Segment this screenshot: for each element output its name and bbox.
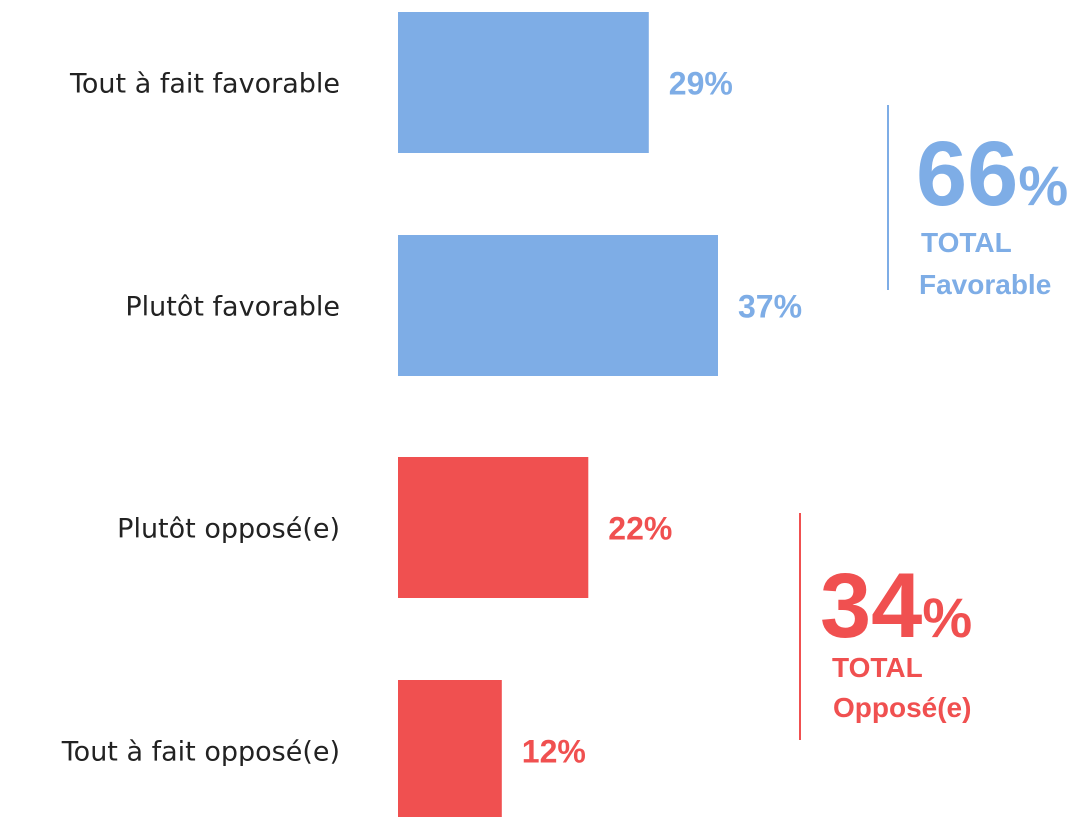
category-label-1: Tout à fait favorable [69,69,340,100]
value-label-1: 29% [669,66,733,102]
total-favorable-line2: Favorable [919,269,1051,300]
bar-3 [398,457,589,598]
bar-2 [398,235,718,376]
value-label-2: 37% [738,289,802,325]
bars [398,12,718,817]
value-label-4: 12% [522,734,586,770]
category-label-4: Tout à fait opposé(e) [61,737,340,768]
total-oppose-line1: TOTAL [832,652,923,683]
value-labels: 29% 37% 22% 12% [522,66,802,770]
category-label-2: Plutôt favorable [125,292,340,323]
total-oppose-value: 34% [820,555,972,657]
total-oppose: 34% TOTAL Opposé(e) [799,513,972,740]
total-oppose-line2: Opposé(e) [833,692,971,723]
total-favorable-line1: TOTAL [921,227,1012,258]
category-label-3: Plutôt opposé(e) [117,514,340,545]
total-favorable-value: 66% [916,123,1068,225]
total-favorable: 66% TOTAL Favorable [887,105,1068,300]
category-labels: Tout à fait favorable Plutôt favorable Plu… [61,69,340,768]
bar-1 [398,12,649,153]
value-label-3: 22% [608,511,672,547]
bar-4 [398,680,502,817]
